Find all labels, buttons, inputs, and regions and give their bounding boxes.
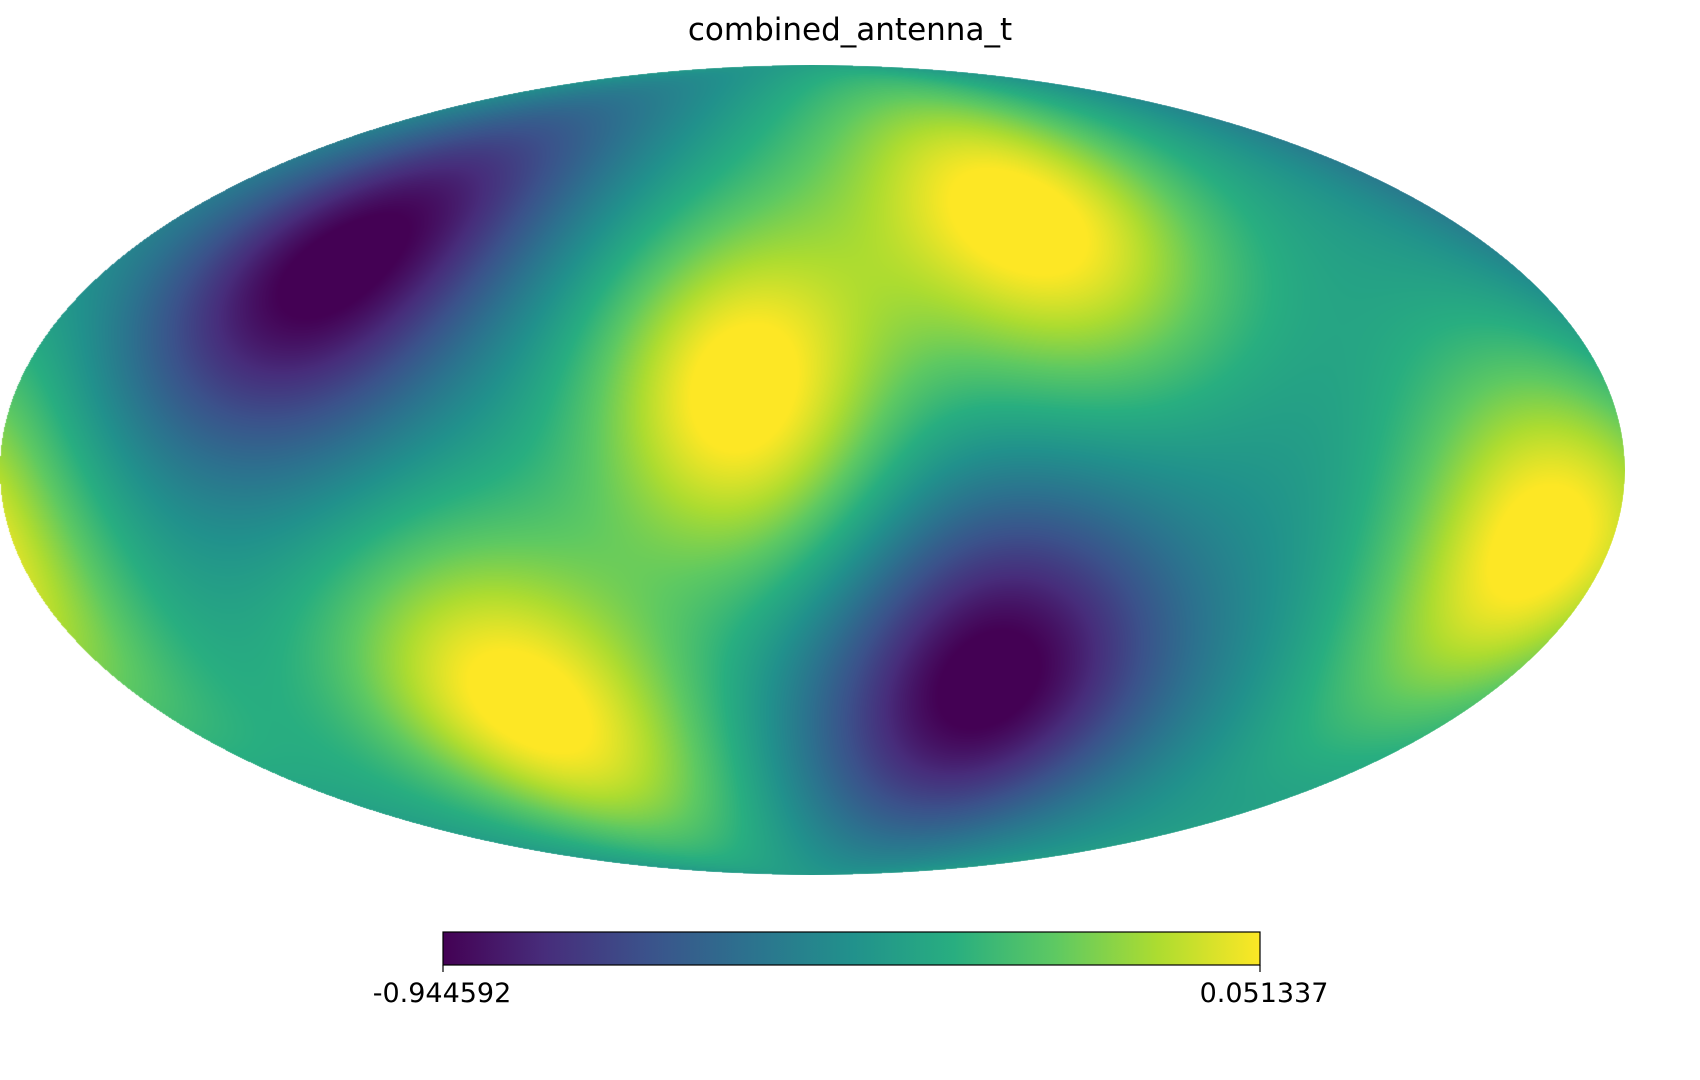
chart-title: combined_antenna_t bbox=[687, 12, 1013, 48]
colorbar bbox=[442, 931, 1261, 966]
colorbar-min-label: -0.944592 bbox=[372, 978, 512, 1009]
colorbar-max-label: 0.051337 bbox=[1199, 978, 1329, 1009]
map-raster bbox=[0, 65, 1625, 875]
